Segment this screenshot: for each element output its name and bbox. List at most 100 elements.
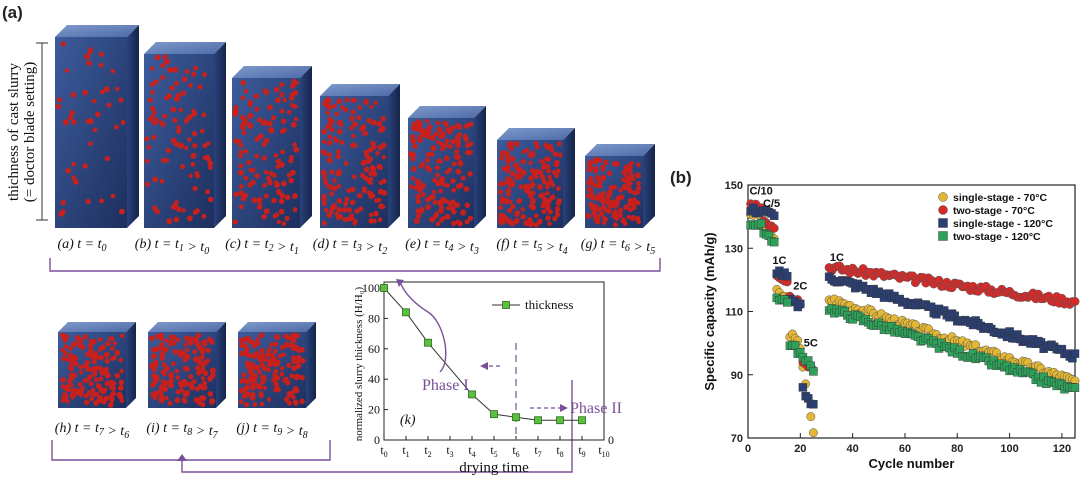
particle [65, 168, 71, 174]
particle [611, 199, 618, 205]
particle [601, 190, 606, 196]
particle [627, 180, 633, 186]
x-tick-label: t2 [424, 443, 431, 459]
particle [119, 368, 124, 374]
particle [150, 105, 156, 111]
y-axis-label: normalized slurry thickness (H/H₀) [353, 286, 365, 441]
particle [259, 379, 266, 385]
particle [88, 338, 94, 344]
particle [154, 208, 160, 215]
particle [69, 110, 75, 116]
particle [377, 217, 383, 222]
particle [291, 78, 297, 84]
particle [349, 199, 356, 205]
thickness-point [556, 416, 564, 425]
particle [520, 169, 527, 176]
particle [68, 346, 73, 351]
particle [60, 199, 66, 206]
particle [438, 188, 444, 194]
particle [150, 66, 155, 71]
particle [73, 361, 79, 367]
particle [599, 197, 605, 203]
particle [118, 357, 124, 363]
particle [167, 400, 173, 406]
y-tick-label-right: 0 [608, 433, 614, 447]
particle [120, 120, 126, 125]
x-tick-label: t8 [556, 443, 563, 459]
particle [369, 164, 376, 171]
particle [267, 104, 273, 111]
particle [60, 347, 65, 353]
particle [119, 398, 125, 404]
particle [453, 154, 460, 160]
particle [334, 138, 340, 144]
particle [252, 402, 258, 407]
particle [454, 202, 460, 209]
particle [73, 355, 79, 361]
particle [116, 391, 123, 398]
particle [410, 138, 417, 144]
particles [144, 54, 214, 225]
particle [448, 200, 454, 207]
simulation-cube [320, 84, 400, 228]
particle [175, 389, 181, 395]
particle [335, 149, 341, 155]
particle [160, 63, 166, 69]
particle [356, 192, 363, 199]
particle [411, 152, 417, 158]
thickness-point [380, 284, 388, 292]
particle [320, 169, 327, 176]
particle [261, 214, 267, 220]
particle [352, 142, 358, 148]
particle [617, 207, 624, 213]
particle [174, 96, 180, 102]
particle [273, 153, 279, 158]
particle [60, 209, 66, 214]
particle [153, 79, 159, 85]
particle [86, 390, 93, 396]
particle [87, 49, 93, 55]
particle [380, 204, 386, 209]
particle [555, 168, 561, 174]
particle [442, 142, 448, 148]
particle [542, 179, 548, 185]
particle [202, 380, 207, 386]
particle [118, 97, 124, 103]
particle [166, 59, 171, 64]
particle [606, 191, 612, 198]
particle [91, 98, 97, 104]
particle [177, 352, 183, 358]
thickness-point [512, 413, 520, 422]
particle [162, 382, 167, 388]
particle [148, 335, 155, 342]
particle [187, 338, 192, 344]
particle [595, 214, 601, 220]
particle [195, 332, 202, 339]
particle [497, 217, 503, 223]
particle [187, 82, 193, 88]
particle [621, 217, 627, 223]
particle [438, 177, 444, 183]
particle [322, 201, 327, 207]
particle [82, 378, 88, 384]
data-point [808, 428, 818, 438]
particle [164, 95, 170, 101]
particle [601, 215, 607, 221]
particle [154, 54, 161, 61]
x-tick-label: 120 [1053, 443, 1071, 455]
particle [110, 193, 116, 199]
particle [257, 369, 262, 375]
particle [291, 365, 298, 371]
particle [276, 219, 281, 225]
particle [544, 205, 551, 212]
particle [451, 125, 457, 130]
y-tick-label: 70 [731, 433, 743, 445]
particle [254, 106, 260, 112]
particle [444, 170, 450, 175]
particle [62, 350, 69, 356]
particle [178, 142, 185, 149]
particle [362, 130, 368, 137]
particle [286, 109, 292, 115]
particle [200, 363, 205, 368]
particle [350, 97, 356, 103]
